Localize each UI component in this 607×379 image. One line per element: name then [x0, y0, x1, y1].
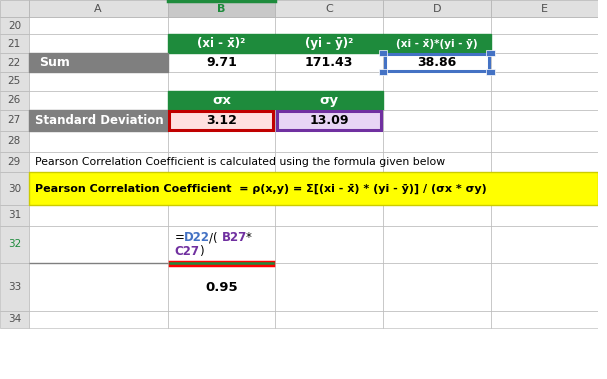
- FancyBboxPatch shape: [29, 263, 168, 311]
- Text: 13.09: 13.09: [310, 114, 349, 127]
- FancyBboxPatch shape: [0, 53, 29, 72]
- FancyBboxPatch shape: [383, 0, 490, 17]
- Text: 32: 32: [8, 240, 21, 249]
- FancyBboxPatch shape: [275, 311, 383, 328]
- FancyBboxPatch shape: [383, 152, 490, 172]
- FancyBboxPatch shape: [0, 205, 29, 226]
- FancyBboxPatch shape: [490, 226, 599, 263]
- FancyBboxPatch shape: [275, 152, 383, 172]
- FancyBboxPatch shape: [383, 17, 490, 34]
- FancyBboxPatch shape: [168, 0, 275, 17]
- FancyBboxPatch shape: [490, 172, 599, 205]
- Text: Pearson Correlation: Pearson Correlation: [35, 233, 159, 243]
- Text: 29: 29: [8, 157, 21, 167]
- FancyBboxPatch shape: [275, 0, 383, 17]
- FancyBboxPatch shape: [490, 131, 599, 152]
- FancyBboxPatch shape: [383, 91, 490, 110]
- Text: 31: 31: [8, 210, 21, 220]
- FancyBboxPatch shape: [490, 34, 599, 53]
- Text: Pearson Correlation: Pearson Correlation: [35, 275, 159, 285]
- FancyBboxPatch shape: [490, 17, 599, 34]
- FancyBboxPatch shape: [490, 205, 599, 226]
- FancyBboxPatch shape: [0, 226, 29, 263]
- FancyBboxPatch shape: [275, 172, 383, 205]
- FancyBboxPatch shape: [275, 34, 383, 53]
- FancyBboxPatch shape: [168, 91, 275, 110]
- FancyBboxPatch shape: [275, 110, 383, 131]
- FancyBboxPatch shape: [275, 17, 383, 34]
- FancyBboxPatch shape: [275, 205, 383, 226]
- FancyBboxPatch shape: [490, 110, 599, 131]
- Text: ): ): [198, 245, 203, 258]
- FancyBboxPatch shape: [29, 172, 168, 205]
- FancyBboxPatch shape: [29, 131, 168, 152]
- FancyBboxPatch shape: [168, 172, 275, 205]
- FancyBboxPatch shape: [29, 53, 168, 72]
- Text: σx: σx: [212, 94, 231, 107]
- FancyBboxPatch shape: [29, 72, 168, 91]
- FancyBboxPatch shape: [168, 131, 275, 152]
- Text: 21: 21: [8, 39, 21, 49]
- FancyBboxPatch shape: [0, 17, 29, 34]
- Text: *: *: [245, 231, 251, 244]
- Text: (yi - ȳ)²: (yi - ȳ)²: [305, 37, 353, 50]
- Text: /(: /(: [209, 231, 217, 244]
- Text: 9.71: 9.71: [206, 56, 237, 69]
- Text: E: E: [541, 3, 548, 14]
- FancyBboxPatch shape: [29, 53, 168, 72]
- FancyBboxPatch shape: [168, 205, 275, 226]
- FancyBboxPatch shape: [383, 226, 490, 263]
- Text: 20: 20: [8, 20, 21, 31]
- FancyBboxPatch shape: [383, 311, 490, 328]
- FancyBboxPatch shape: [168, 34, 275, 53]
- Bar: [486, 69, 495, 75]
- FancyBboxPatch shape: [275, 226, 383, 263]
- FancyBboxPatch shape: [168, 110, 275, 131]
- FancyBboxPatch shape: [275, 91, 383, 110]
- FancyBboxPatch shape: [490, 53, 599, 72]
- FancyBboxPatch shape: [29, 91, 168, 110]
- FancyBboxPatch shape: [168, 17, 275, 34]
- FancyBboxPatch shape: [490, 311, 599, 328]
- Text: 22: 22: [8, 58, 21, 67]
- FancyBboxPatch shape: [490, 152, 599, 172]
- Text: 25: 25: [8, 77, 21, 86]
- FancyBboxPatch shape: [168, 72, 275, 91]
- FancyBboxPatch shape: [168, 152, 275, 172]
- FancyBboxPatch shape: [275, 53, 383, 72]
- FancyBboxPatch shape: [383, 172, 490, 205]
- Text: D22: D22: [185, 231, 210, 244]
- FancyBboxPatch shape: [383, 205, 490, 226]
- Text: 26: 26: [8, 96, 21, 105]
- FancyBboxPatch shape: [0, 72, 29, 91]
- FancyBboxPatch shape: [29, 34, 168, 53]
- FancyBboxPatch shape: [383, 53, 490, 72]
- Text: 27: 27: [8, 115, 21, 125]
- FancyBboxPatch shape: [0, 91, 29, 110]
- Text: 28: 28: [8, 136, 21, 146]
- FancyBboxPatch shape: [383, 110, 490, 131]
- Text: B27: B27: [222, 231, 246, 244]
- FancyBboxPatch shape: [29, 205, 168, 226]
- Text: C27: C27: [175, 245, 200, 258]
- FancyBboxPatch shape: [490, 263, 599, 311]
- Text: σy: σy: [320, 94, 339, 107]
- Text: A: A: [94, 3, 102, 14]
- Text: Coefficient: Coefficient: [35, 289, 103, 299]
- Text: 34: 34: [8, 314, 21, 324]
- FancyBboxPatch shape: [168, 110, 275, 131]
- FancyBboxPatch shape: [275, 72, 383, 91]
- FancyBboxPatch shape: [383, 34, 490, 53]
- Text: 33: 33: [8, 282, 21, 292]
- FancyBboxPatch shape: [0, 152, 29, 172]
- FancyBboxPatch shape: [168, 311, 275, 328]
- FancyBboxPatch shape: [0, 110, 29, 131]
- Bar: [379, 69, 387, 75]
- Text: (xi - x̄)*(yi - ȳ): (xi - x̄)*(yi - ȳ): [396, 39, 478, 49]
- FancyBboxPatch shape: [490, 91, 599, 110]
- FancyBboxPatch shape: [275, 263, 383, 311]
- Text: 38.86: 38.86: [417, 56, 456, 69]
- FancyBboxPatch shape: [275, 110, 383, 131]
- Text: C: C: [325, 3, 333, 14]
